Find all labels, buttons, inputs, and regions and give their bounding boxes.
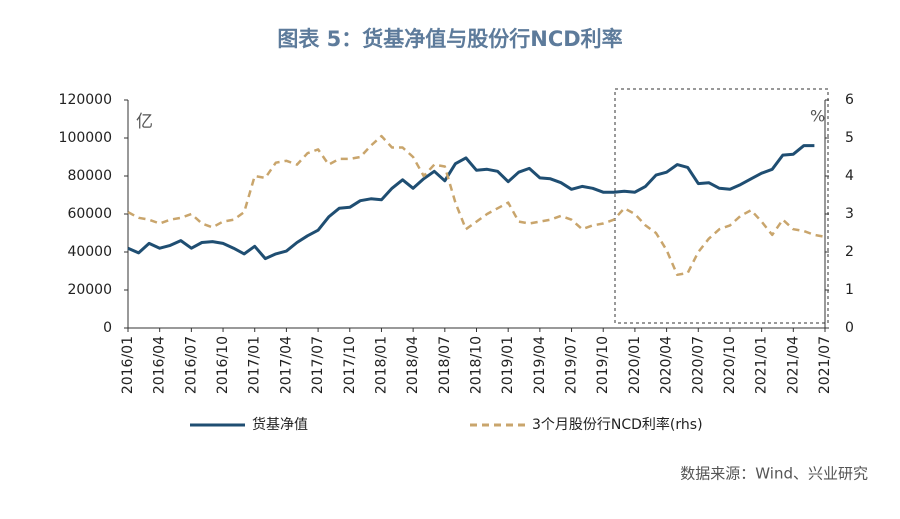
x-tick-label: 2020/07	[690, 336, 706, 394]
x-tick-label: 2021/04	[785, 336, 801, 394]
x-tick-label: 2016/07	[183, 336, 199, 394]
x-tick-label: 2016/10	[215, 336, 231, 394]
x-tick-label: 2017/01	[247, 336, 263, 394]
series-line	[127, 134, 826, 277]
x-tick-label: 2020/01	[627, 336, 643, 394]
x-tick-label: 2020/10	[722, 336, 738, 394]
chart-title: 图表 5：货基净值与股份行NCD利率	[277, 27, 622, 51]
y2-tick-label: 6	[845, 92, 854, 108]
y2-tick-label: 1	[845, 282, 854, 298]
x-tick-label: 2017/04	[278, 336, 294, 394]
y-unit: 亿	[136, 112, 153, 132]
x-tick-label: 2018/01	[373, 336, 389, 394]
y2-tick-label: 5	[845, 130, 854, 146]
y-tick-label: 0	[103, 320, 112, 336]
x-tick-label: 2018/04	[405, 336, 421, 394]
x-tick-label: 2018/10	[469, 336, 485, 394]
y2-tick-label: 2	[845, 244, 854, 260]
x-tick-label: 2018/07	[437, 336, 453, 394]
y-tick-label: 20000	[67, 282, 112, 298]
x-tick-label: 2021/07	[817, 336, 833, 394]
source: 数据来源：Wind、兴业研究	[680, 465, 868, 483]
y-tick-label: 40000	[67, 244, 112, 260]
highlight-box	[614, 88, 829, 324]
y-tick-label: 60000	[67, 206, 112, 222]
x-tick-label: 2016/01	[120, 336, 136, 394]
series-line	[127, 144, 815, 261]
x-tick-label: 2016/04	[152, 336, 168, 394]
x-tick-label: 2019/01	[500, 336, 516, 394]
y-tick-label: 100000	[59, 130, 112, 146]
x-tick-label: 2019/10	[595, 336, 611, 394]
x-tick-label: 2017/07	[310, 336, 326, 394]
y-tick-label: 120000	[59, 92, 112, 108]
x-tick-label: 2019/04	[532, 336, 548, 394]
y2-tick-label: 0	[845, 320, 854, 336]
y-tick-label: 80000	[67, 168, 112, 184]
y2-tick-label: 4	[845, 168, 854, 184]
x-tick-label: 2019/07	[564, 336, 580, 394]
y2-tick-label: 3	[845, 206, 854, 222]
x-tick-label: 2021/01	[754, 336, 770, 394]
legend-label: 货基净值	[252, 416, 308, 433]
y2-unit: %	[810, 107, 825, 126]
x-tick-label: 2020/04	[659, 336, 675, 394]
x-tick-label: 2017/10	[342, 336, 358, 394]
legend-label: 3个月股份行NCD利率(rhs)	[532, 416, 703, 433]
